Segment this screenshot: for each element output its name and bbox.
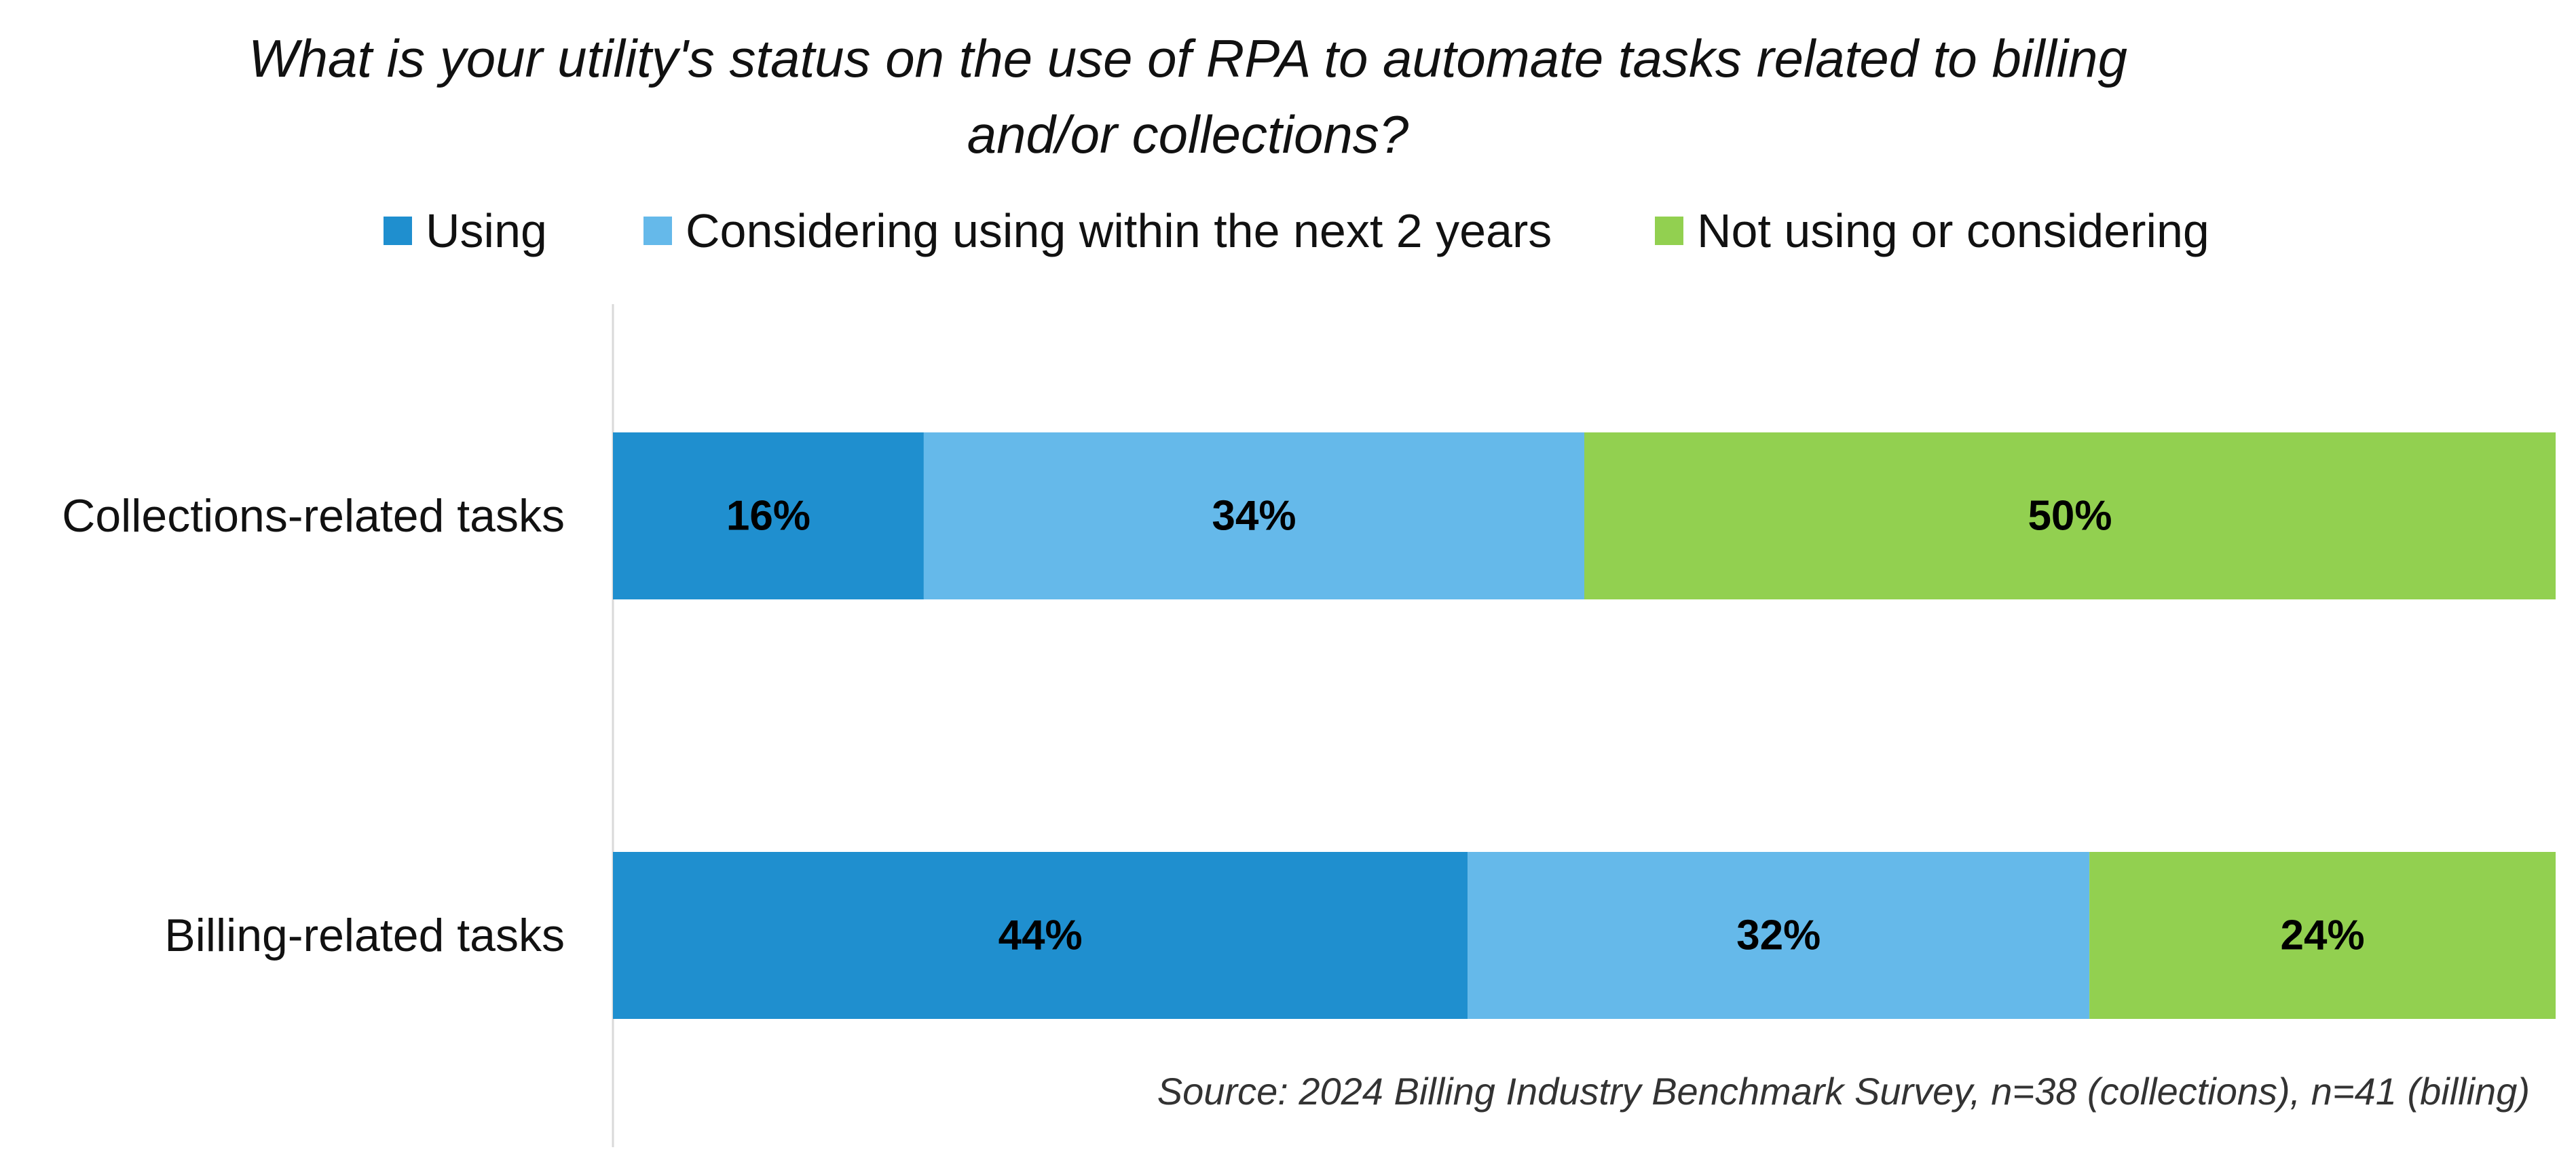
bar-billing-not-using bbox=[2089, 852, 2556, 1019]
legend-item-considering: Considering using within the next 2 year… bbox=[643, 197, 1552, 265]
data-label-collections-considering: 34% bbox=[1212, 493, 1296, 540]
data-label-billing-considering: 32% bbox=[1736, 912, 1821, 959]
data-label-billing-not-using: 24% bbox=[2281, 912, 2365, 959]
legend-label-not-using: Not using or considering bbox=[1697, 204, 2209, 257]
legend-swatch-considering bbox=[643, 217, 672, 245]
data-label-collections-not-using: 50% bbox=[2028, 493, 2112, 540]
legend-swatch-not-using bbox=[1655, 217, 1683, 245]
source-note: Source: 2024 Billing Industry Benchmark … bbox=[1157, 1070, 2530, 1113]
chart-title: What is your utility's status on the use… bbox=[204, 20, 2172, 172]
legend-swatch-using bbox=[384, 217, 412, 245]
category-labels: Collections-related tasks Billing-related… bbox=[62, 490, 565, 961]
legend-label-considering: Considering using within the next 2 year… bbox=[686, 204, 1552, 257]
bar-collections-considering bbox=[923, 432, 1584, 599]
legend-item-using: Using bbox=[384, 197, 547, 265]
category-label-collections: Collections-related tasks bbox=[62, 490, 565, 542]
legend-label-using: Using bbox=[426, 204, 547, 257]
bar-collections-not-using bbox=[1584, 432, 2556, 599]
bar-billing-considering bbox=[1468, 852, 2090, 1019]
bar-billing-using bbox=[613, 852, 1468, 1019]
data-label-collections-using: 16% bbox=[726, 493, 810, 540]
legend-item-not-using: Not using or considering bbox=[1655, 197, 2209, 265]
category-label-billing: Billing-related tasks bbox=[164, 910, 565, 961]
chart-title-line-2: and/or collections? bbox=[967, 105, 1409, 164]
bars-group: 16% 34% 50% 44% 32% 24% bbox=[613, 432, 2556, 1019]
bar-collections-using bbox=[613, 432, 924, 599]
chart-title-line-1: What is your utility's status on the use… bbox=[248, 29, 2127, 88]
legend: Using Considering using within the next … bbox=[0, 197, 2576, 265]
data-label-billing-using: 44% bbox=[998, 912, 1083, 959]
